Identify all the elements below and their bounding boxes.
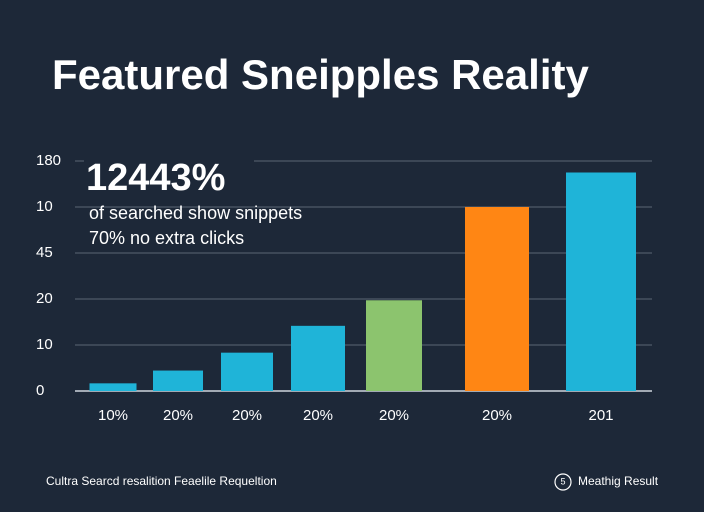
y-tick-label: 45	[36, 244, 53, 261]
bar	[366, 300, 422, 391]
bar	[566, 172, 636, 391]
y-tick-label: 180	[36, 152, 61, 169]
footer-icon-label: 5	[560, 476, 565, 486]
bar	[465, 207, 529, 391]
plot: 0 10 20 45 10 180 10% 20% 20% 20% 20% 20% 201	[36, 152, 652, 424]
y-tick-label: 0	[36, 382, 44, 399]
annotation-line: 70% no extra clicks	[89, 228, 244, 248]
footer-icon	[554, 473, 572, 491]
y-tick-label: 20	[36, 290, 53, 307]
x-tick-label: 201	[588, 407, 613, 424]
x-tick-label: 20%	[232, 407, 262, 424]
chart-title: Featured Sneipples Reality	[52, 51, 589, 98]
footer-right: Meathig Result	[578, 474, 659, 488]
x-tick-label: 20%	[482, 407, 512, 424]
annotation-headline: 12443%	[86, 157, 225, 199]
footer-left: Cultra Searcd resalition Feaelile Requel…	[46, 474, 277, 488]
bar	[221, 352, 273, 391]
bar	[291, 325, 345, 391]
y-tick-label: 10	[36, 198, 53, 215]
x-tick-label: 20%	[379, 407, 409, 424]
annotation-backdrop	[84, 158, 254, 202]
x-tick-label: 20%	[163, 407, 193, 424]
x-tick-label: 20%	[303, 407, 333, 424]
annotation-line: of searched show snippets	[89, 203, 302, 223]
bar	[153, 370, 203, 391]
x-tick-label: 10%	[98, 407, 128, 424]
y-tick-label: 10	[36, 336, 53, 353]
bar	[89, 383, 137, 391]
